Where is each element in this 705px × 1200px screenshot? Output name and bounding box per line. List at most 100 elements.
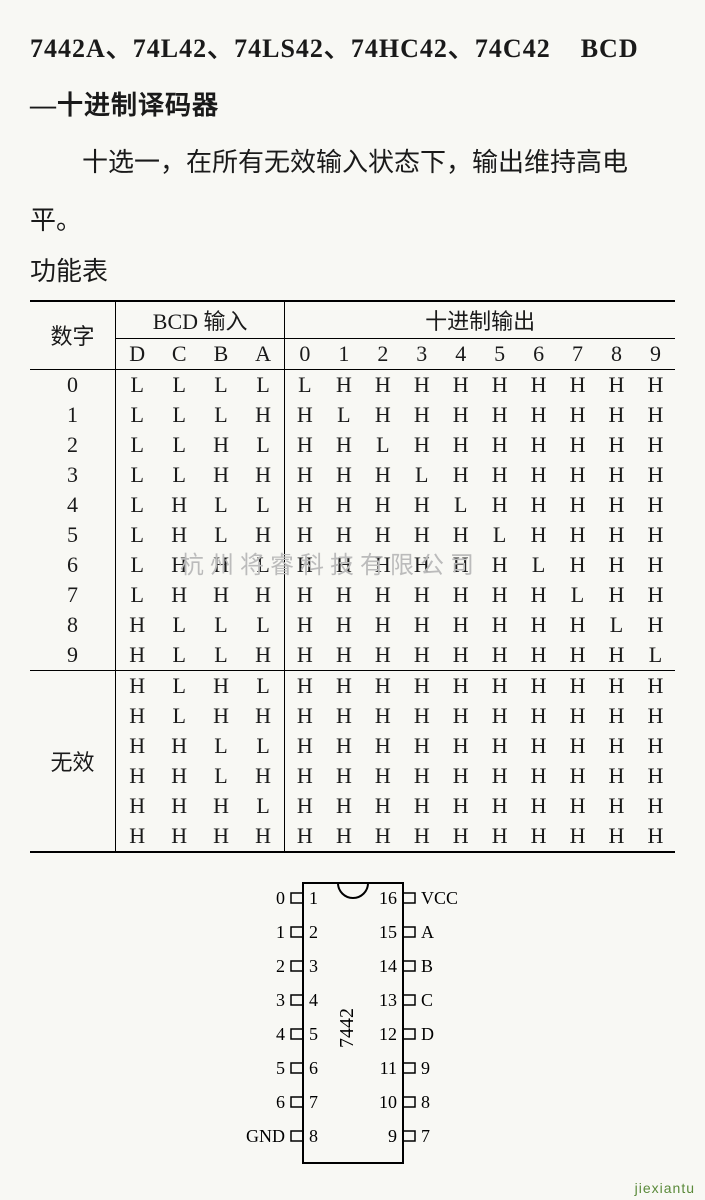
table-cell: H (558, 640, 597, 671)
table-cell: H (402, 610, 441, 640)
table-cell: L (116, 369, 159, 400)
table-cell: L (242, 430, 285, 460)
table-cell: H (285, 701, 325, 731)
table-cell: H (116, 731, 159, 761)
table-cell: H (519, 400, 558, 430)
table-cell: H (558, 731, 597, 761)
svg-text:VCC: VCC (421, 888, 458, 908)
table-cell: H (116, 640, 159, 671)
table-cell: H (480, 610, 519, 640)
table-cell: H (200, 821, 242, 852)
table-cell: H (402, 701, 441, 731)
svg-text:4: 4 (309, 990, 318, 1010)
col-4: 4 (441, 338, 480, 369)
table-cell: H (402, 520, 441, 550)
col-D: D (116, 338, 159, 369)
table-cell: L (200, 761, 242, 791)
table-cell: H (242, 400, 285, 430)
table-cell: H (363, 610, 402, 640)
table-cell: H (324, 640, 363, 671)
table-cell: H (519, 701, 558, 731)
table-cell: H (363, 791, 402, 821)
table-cell: H (441, 400, 480, 430)
table-cell: H (116, 761, 159, 791)
svg-text:15: 15 (379, 922, 397, 942)
table-cell: H (597, 761, 636, 791)
table-cell: H (636, 520, 675, 550)
table-cell: L (285, 369, 325, 400)
table-cell: H (285, 670, 325, 701)
table-cell: H (597, 580, 636, 610)
table-cell: L (158, 369, 200, 400)
table-cell: L (242, 670, 285, 701)
col-digit: 数字 (30, 301, 116, 370)
table-cell: H (519, 369, 558, 400)
table-title: 功能表 (30, 249, 675, 296)
table-cell: H (158, 490, 200, 520)
table-cell: L (116, 490, 159, 520)
table-cell: H (363, 731, 402, 761)
table-cell: L (200, 490, 242, 520)
table-cell: H (519, 640, 558, 671)
table-cell: H (116, 791, 159, 821)
table-cell: H (324, 701, 363, 731)
table-cell: H (402, 731, 441, 761)
table-cell: H (441, 430, 480, 460)
table-cell: H (597, 731, 636, 761)
table-cell: H (558, 430, 597, 460)
svg-text:6: 6 (276, 1092, 285, 1112)
table-cell: H (158, 580, 200, 610)
table-cell: H (441, 701, 480, 731)
col-3: 3 (402, 338, 441, 369)
invalid-label: 无效 (30, 670, 116, 852)
table-cell: H (363, 580, 402, 610)
table-cell: L (324, 400, 363, 430)
table-cell: H (636, 580, 675, 610)
table-cell: H (402, 580, 441, 610)
table-cell: 9 (30, 640, 116, 671)
table-cell: H (480, 791, 519, 821)
table-cell: L (158, 640, 200, 671)
table-cell: 8 (30, 610, 116, 640)
col-9: 9 (636, 338, 675, 369)
svg-text:8: 8 (421, 1092, 430, 1112)
table-cell: H (558, 821, 597, 852)
table-cell: H (558, 761, 597, 791)
table-cell: H (363, 821, 402, 852)
subtitle: —十进制译码器 (30, 77, 675, 134)
table-cell: H (558, 490, 597, 520)
table-cell: L (242, 369, 285, 400)
table-cell: H (441, 580, 480, 610)
table-cell: H (363, 761, 402, 791)
col-0: 0 (285, 338, 325, 369)
table-cell: H (116, 821, 159, 852)
table-cell: L (242, 791, 285, 821)
table-cell: H (480, 550, 519, 580)
table-cell: H (597, 369, 636, 400)
table-cell: H (441, 369, 480, 400)
table-cell: H (324, 550, 363, 580)
table-cell: H (480, 821, 519, 852)
svg-text:4: 4 (276, 1024, 285, 1044)
table-cell: H (363, 670, 402, 701)
table-cell: H (324, 520, 363, 550)
table-cell: H (363, 460, 402, 490)
svg-text:B: B (421, 956, 433, 976)
table-cell: 5 (30, 520, 116, 550)
table-cell: H (363, 520, 402, 550)
table-cell: H (324, 731, 363, 761)
table-cell: L (597, 610, 636, 640)
table-cell: H (402, 821, 441, 852)
svg-text:0: 0 (276, 888, 285, 908)
table-cell: L (200, 369, 242, 400)
col-7: 7 (558, 338, 597, 369)
table-cell: H (597, 550, 636, 580)
table-cell: H (242, 580, 285, 610)
table-cell: H (402, 670, 441, 701)
table-cell: L (116, 430, 159, 460)
svg-text:6: 6 (309, 1058, 318, 1078)
table-cell: H (480, 701, 519, 731)
table-cell: H (363, 550, 402, 580)
table-cell: L (158, 460, 200, 490)
svg-text:1: 1 (276, 922, 285, 942)
